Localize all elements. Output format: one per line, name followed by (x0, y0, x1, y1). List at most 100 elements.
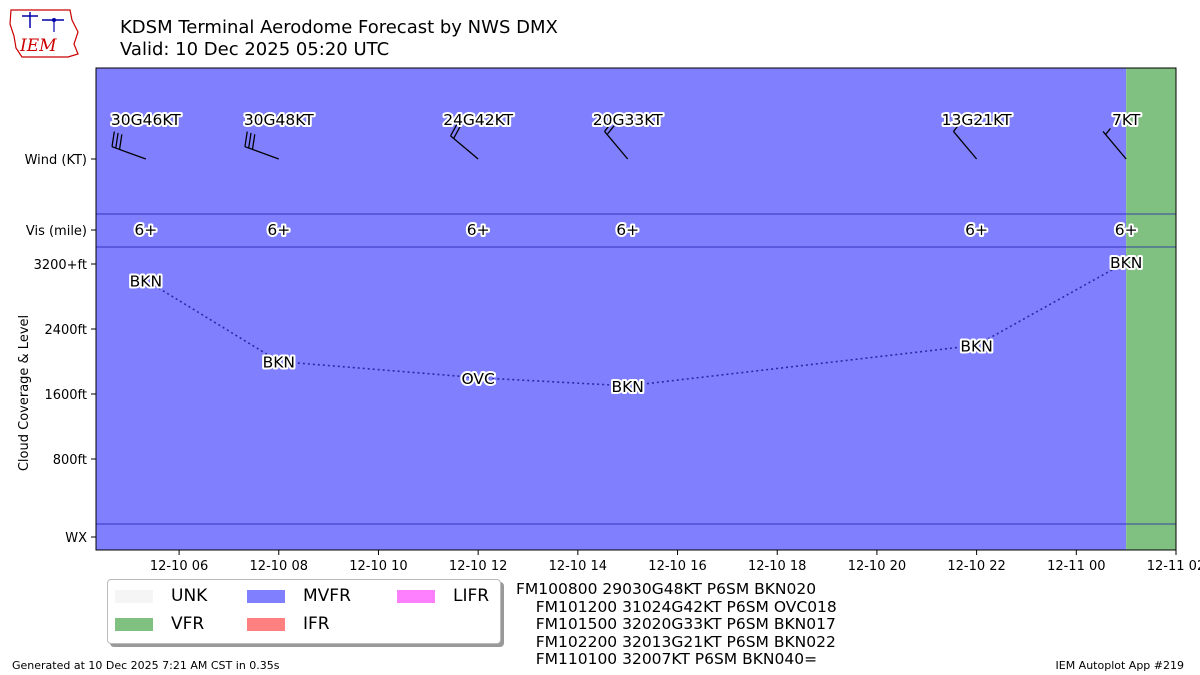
taf-line: FM110100 32007KT P6SM BKN040= (516, 650, 818, 668)
y-tick-label: 2400ft (44, 323, 87, 338)
legend-swatch (247, 589, 285, 603)
wind-label-text: 24G42KT (443, 111, 513, 129)
vis-label-text: 6+ (134, 221, 157, 239)
legend: UNK VFR MVFR IFR LIFR (107, 579, 501, 644)
cloud-label-halo: BKN (611, 378, 643, 396)
app-identifier: IEM Autoplot App #219 (1055, 659, 1185, 672)
wind-barb-shaft (1102, 131, 1127, 160)
cloud-level-line (145, 261, 1127, 387)
x-tick-label: 12-11 02 (1147, 559, 1200, 574)
x-tick-label: 12-10 06 (150, 559, 208, 574)
wind-barb-flag (248, 132, 252, 149)
vis-label-text: 6+ (965, 221, 988, 239)
cloud-label-halo: BKN (130, 272, 162, 290)
cloud-level-polyline (145, 261, 1127, 387)
legend-swatch (115, 589, 153, 603)
cloud-label-halo: BKN (960, 337, 992, 355)
wind-barb-flag (453, 124, 462, 139)
y-axis: Wind (KT) Vis (mile) 3200+ft 2400ft 1600ft 80… (25, 153, 96, 546)
vis-label: 6+6+ (614, 219, 641, 241)
plot-frame (95, 67, 1177, 551)
legend-swatch (115, 617, 153, 631)
wind-barb-flag (952, 119, 964, 132)
cloud-label-halo: OVC (461, 370, 494, 388)
x-tick-label: 12-10 18 (748, 559, 806, 574)
wind-label-halo: 20G33KT (593, 111, 663, 129)
legend-label: IFR (303, 614, 330, 634)
wind-barb-flag (450, 122, 459, 137)
band-vfr (1126, 68, 1176, 550)
category-bands (96, 68, 1176, 550)
cloud-label-text: BKN (611, 378, 643, 396)
wind-label-halo: 24G42KT (443, 111, 513, 129)
vis-label-text: 6+ (267, 221, 290, 239)
wind-label-halo: 7KT (1112, 111, 1141, 129)
wind-barb-flag (118, 134, 123, 150)
wind-barb (244, 131, 279, 160)
vis-label: 6+6+ (265, 219, 292, 241)
wind-barb-shaft (450, 135, 479, 160)
wind-barb (111, 131, 147, 160)
legend-item-ifr: IFR (247, 614, 330, 634)
y-tick-label: 800ft (53, 453, 87, 468)
legend-item-mvfr: MVFR (247, 586, 351, 606)
y-tick-label: Vis (mile) (26, 224, 87, 239)
y-tick-label: 3200+ft (34, 258, 87, 273)
wind-barb-flag (244, 131, 248, 147)
legend-label: MVFR (303, 586, 351, 606)
legend-label: UNK (171, 586, 208, 606)
wind-barb (604, 119, 629, 160)
wind-label-text: 20G33KT (593, 111, 663, 129)
taf-line: FM101500 32020G33KT P6SM BKN017 (516, 615, 836, 633)
wind-label-text: 13G21KT (942, 111, 1012, 129)
x-tick-label: 12-10 10 (349, 559, 407, 574)
wind-label-text: 7KT (1112, 111, 1141, 129)
chart-title: KDSM Terminal Aerodome Forecast by NWS D… (120, 17, 558, 61)
band-mvfr (96, 68, 1127, 550)
x-axis: 12-10 06 12-10 08 12-10 10 12-10 12 12-10 14… (150, 550, 1200, 574)
wind-barb-shaft (111, 146, 147, 160)
y-tick-label: 1600ft (44, 388, 87, 403)
wind-label-text: 30G48KT (244, 111, 314, 129)
wind-label-halo: 30G46KT (111, 111, 181, 129)
wind-barb-flag (111, 131, 115, 147)
forecast-labels: 30G46KT30G46KT6+6+BKNBKN30G48KT30G48KT6+… (109, 109, 1144, 398)
legend-label: VFR (171, 614, 205, 634)
wind-barb (952, 119, 978, 160)
x-tick-label: 12-10 14 (549, 559, 607, 574)
vis-label: 6+6+ (132, 219, 159, 241)
legend-item-unk: UNK (115, 586, 207, 606)
taf-line: FM102200 32013G21KT P6SM BKN022 (516, 632, 836, 651)
wind-barb-shaft (604, 131, 629, 160)
wind-barb-flag (251, 134, 256, 150)
cloud-label-text: BKN (960, 337, 992, 355)
row-separators (96, 213, 1176, 525)
legend-item-vfr: VFR (115, 614, 204, 634)
generated-timestamp: Generated at 10 Dec 2025 7:21 AM CST in … (12, 659, 280, 672)
wind-label-halo: 30G48KT (244, 111, 314, 129)
vis-label-text: 6+ (1115, 221, 1138, 239)
legend-label: LIFR (453, 586, 490, 606)
wind-barb (1102, 128, 1127, 160)
vis-label-text: 6+ (467, 221, 490, 239)
x-tick-label: 12-10 08 (250, 559, 308, 574)
vis-label-halo: 6+ (267, 221, 290, 239)
logo-text: IEM (19, 36, 57, 56)
vis-label-halo: 6+ (467, 221, 490, 239)
y-axis-label: Cloud Coverage & Level (17, 315, 32, 471)
vis-label-text: 6+ (616, 221, 639, 239)
cloud-label-text: BKN (1110, 254, 1142, 272)
cloud-label-halo: BKN (263, 354, 295, 372)
x-tick-label: 12-10 16 (648, 559, 706, 574)
cloud-label-text: BKN (130, 272, 162, 290)
vis-label-halo: 6+ (134, 221, 157, 239)
